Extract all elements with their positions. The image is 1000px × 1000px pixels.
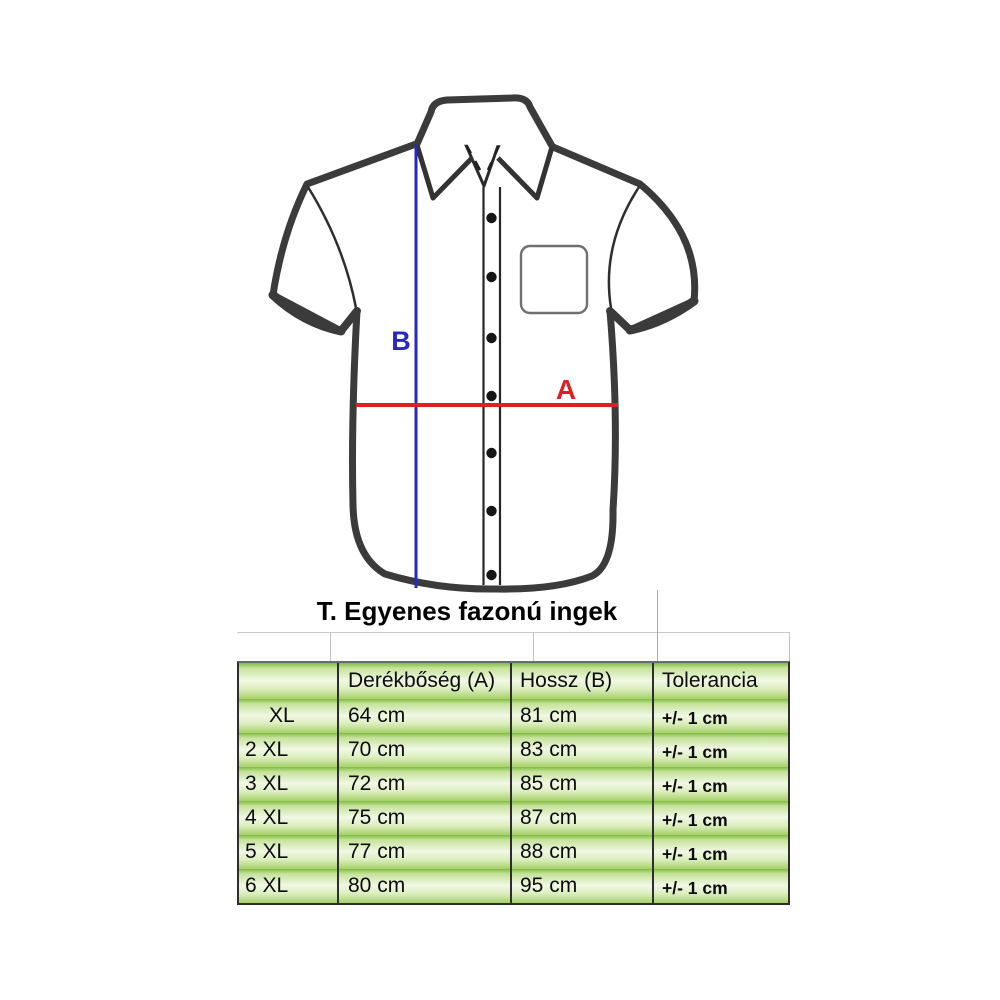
- measurement-label-a: A: [556, 374, 576, 405]
- chest-pocket: [519, 244, 589, 315]
- cell-waist: 77 cm: [339, 835, 512, 869]
- cell-length: 85 cm: [512, 767, 654, 801]
- right-underarm-seam: [606, 307, 634, 334]
- table-row: 3 XL 72 cm 85 cm +/- 1 cm: [239, 767, 788, 801]
- right-cuff-edge: [625, 296, 699, 335]
- cell-tolerance: +/- 1 cm: [662, 810, 728, 830]
- cell-waist: 80 cm: [339, 869, 512, 903]
- collar-band: [413, 94, 556, 150]
- cell-tolerance: +/- 1 cm: [662, 776, 728, 796]
- cell-size: 4 XL: [239, 801, 339, 835]
- button: [486, 271, 497, 283]
- gridline: [657, 590, 658, 661]
- collar-right-flap: [496, 146, 555, 201]
- cell-size: XL: [239, 699, 339, 733]
- table-row: 6 XL 80 cm 95 cm +/- 1 cm: [239, 869, 788, 903]
- gridline: [237, 632, 790, 633]
- cell-length: 88 cm: [512, 835, 654, 869]
- cell-size: 6 XL: [239, 869, 339, 903]
- header-cell-size: [239, 663, 339, 699]
- right-sleeve-seam: [607, 186, 641, 309]
- size-table-rows: XL 64 cm 81 cm +/- 1 cm 2 XL 70 cm 83 cm…: [239, 699, 788, 903]
- gridline: [330, 632, 331, 661]
- size-chart-table: Derékbőség (A) Hossz (B) Tolerancia XL 6…: [237, 661, 790, 905]
- cell-size: 2 XL: [239, 733, 339, 767]
- cell-tolerance: +/- 1 cm: [662, 844, 728, 864]
- buttons: [486, 212, 497, 581]
- cell-waist: 72 cm: [339, 767, 512, 801]
- button: [486, 447, 497, 459]
- table-row: 5 XL 77 cm 88 cm +/- 1 cm: [239, 835, 788, 869]
- header-cell-tolerance: Tolerancia: [662, 669, 758, 692]
- header-cell-waist: Derékbőség (A): [339, 663, 512, 699]
- table-row: 2 XL 70 cm 83 cm +/- 1 cm: [239, 733, 788, 767]
- cell-length: 87 cm: [512, 801, 654, 835]
- cell-length: 81 cm: [512, 699, 654, 733]
- page-title: T. Egyenes fazonú ingek: [316, 596, 618, 626]
- table-row: XL 64 cm 81 cm +/- 1 cm: [239, 699, 788, 733]
- button-placket: [482, 187, 502, 585]
- cell-length: 83 cm: [512, 733, 654, 767]
- button: [486, 505, 497, 517]
- left-cuff-edge: [268, 290, 346, 336]
- table-row: 4 XL 75 cm 87 cm +/- 1 cm: [239, 801, 788, 835]
- button: [486, 212, 497, 224]
- table-header-row: Derékbőség (A) Hossz (B) Tolerancia: [239, 663, 788, 699]
- button: [486, 332, 497, 344]
- measurement-label-b: B: [391, 326, 411, 356]
- cell-tolerance: +/- 1 cm: [662, 708, 728, 728]
- left-sleeve-seam: [306, 186, 358, 309]
- cell-waist: 64 cm: [339, 699, 512, 733]
- button: [486, 390, 497, 402]
- gridline: [789, 632, 790, 661]
- cell-tolerance: +/- 1 cm: [662, 742, 728, 762]
- collar-left-flap: [414, 144, 474, 201]
- cell-tolerance: +/- 1 cm: [662, 878, 728, 898]
- button: [486, 569, 497, 581]
- cell-size: 5 XL: [239, 835, 339, 869]
- cell-waist: 75 cm: [339, 801, 512, 835]
- cell-size: 3 XL: [239, 767, 339, 801]
- header-cell-length: Hossz (B): [512, 663, 654, 699]
- cell-length: 95 cm: [512, 869, 654, 903]
- gridline: [533, 632, 534, 661]
- left-underarm-seam: [337, 307, 361, 335]
- cell-waist: 70 cm: [339, 733, 512, 767]
